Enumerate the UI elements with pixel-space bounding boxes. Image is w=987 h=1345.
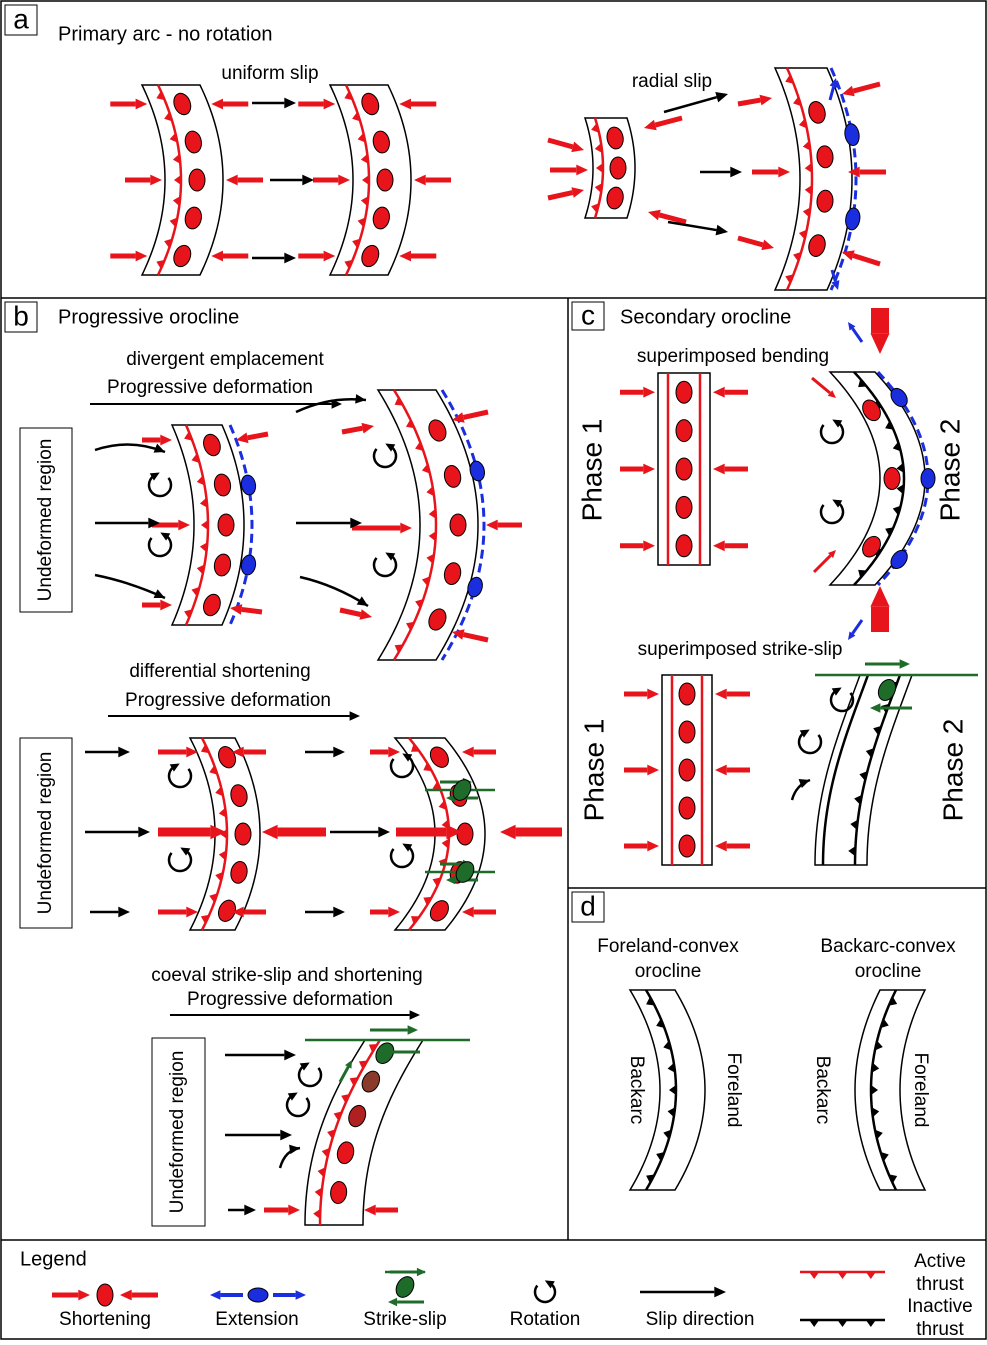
panel-title: Secondary orocline [620,306,791,328]
strain-ellipse [679,721,695,743]
strain-ellipse [189,169,205,191]
strain-ellipse [610,157,626,179]
strain-ellipse [676,381,692,403]
region-label: Undeformed region [35,752,56,915]
phase-label: Phase 2 [934,419,965,522]
legend-label: thrust [916,1319,964,1340]
phase-label: Phase 1 [578,719,609,822]
phase-label: Phase 1 [576,419,607,522]
strain-ellipse [235,823,251,845]
strain-ellipse [679,797,695,819]
strain-ellipse [884,467,900,489]
legend-label: Active [914,1251,966,1272]
region-label: Undeformed region [35,439,56,602]
side-label: Backarc [626,1056,647,1125]
region-label: Undeformed region [167,1051,188,1214]
strain-ellipse [248,1288,268,1302]
row-subtitle: Progressive deformation [125,690,331,711]
panel-label: b [13,300,29,331]
strain-ellipse [679,759,695,781]
strain-ellipse [676,535,692,557]
strain-ellipse [97,1284,113,1306]
orocline-title: Backarc-convex [820,936,956,957]
orocline-title: orocline [855,961,922,982]
caption: radial slip [632,71,712,92]
section-title: superimposed strike-slip [638,639,843,660]
orocline-title: orocline [635,961,702,982]
row-title: differential shortening [129,661,310,682]
panel-label: a [13,3,29,34]
arrow-shaft [242,609,262,612]
strain-ellipse [679,835,695,857]
side-label: Foreland [910,1053,931,1128]
panel-title: Progressive orocline [58,306,239,328]
row-title: coeval strike-slip and shortening [151,965,422,986]
panel-label: d [580,890,596,921]
legend-label: Slip direction [646,1309,755,1330]
panel-title: Primary arc - no rotation [58,23,273,45]
strain-ellipse [676,420,692,442]
strain-ellipse [676,496,692,518]
legend-title: Legend [20,1248,87,1270]
side-label: Foreland [723,1053,744,1128]
legend-label: Inactive [907,1296,972,1317]
panel-label: c [581,299,595,330]
row-subtitle: Progressive deformation [107,377,313,398]
figure: a b c d Primary arc - no rotation Progressive… [0,0,987,1340]
strain-ellipse [679,683,695,705]
page: {"panels": { "a": {"label": "a", "title"… [0,0,987,1340]
section-title: superimposed bending [637,346,829,367]
strain-ellipse [921,468,935,488]
legend-label: Extension [215,1309,298,1330]
orocline-title: Foreland-convex [597,936,739,957]
strain-ellipse [676,458,692,480]
strain-ellipse [218,514,234,536]
legend-label: Rotation [510,1309,581,1330]
legend-label: Strike-slip [363,1309,446,1330]
strain-ellipse [377,169,393,191]
strain-ellipse [450,514,466,536]
legend-label: Shortening [59,1309,151,1330]
caption: uniform slip [221,63,318,84]
row-title: divergent emplacement [126,349,324,370]
row-subtitle: Progressive deformation [187,989,393,1010]
legend-label: thrust [916,1274,964,1295]
side-label: Backarc [812,1056,833,1125]
strain-ellipse [457,823,473,845]
phase-label: Phase 2 [937,719,968,822]
